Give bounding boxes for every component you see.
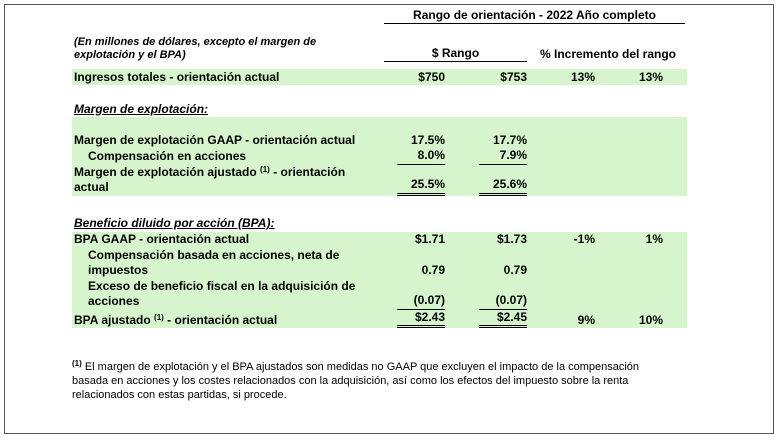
value: $2.45 — [479, 310, 527, 328]
value: $1.73 — [447, 231, 529, 248]
label-text: - orientación actual — [74, 164, 346, 195]
value: 25.6% — [479, 177, 527, 196]
range-title: Rango de orientación - 2022 Año completo — [384, 8, 685, 24]
value: 17.5% — [382, 117, 447, 148]
frame — [4, 4, 774, 434]
label-text: BPA ajustado — [74, 312, 151, 327]
section-heading: Beneficio diluido por acción (BPA): — [74, 216, 275, 230]
footnote-text: El margen de explotación y el BPA ajusta… — [72, 361, 640, 401]
row-label: Margen de explotación GAAP - orientación… — [72, 117, 382, 148]
value: (0.07) — [397, 293, 445, 310]
pct-label: % Incremento del rango — [539, 46, 677, 61]
value: (0.07) — [479, 293, 527, 310]
row-label: Compensación en acciones — [72, 148, 382, 165]
row-label: Compensación basada en acciones, neta de… — [72, 247, 382, 279]
value: 7.9% — [479, 148, 527, 165]
value: 0.79 — [447, 247, 529, 279]
value: 13% — [597, 69, 687, 85]
note-ref: (1) — [260, 164, 270, 174]
row-label: Margen de explotación ajustado (1) - ori… — [72, 164, 382, 196]
value: 0.79 — [382, 247, 447, 279]
value: 1% — [597, 231, 687, 248]
value: $750 — [382, 69, 447, 85]
label-text: Margen de explotación ajustado — [74, 164, 257, 179]
value: 8.0% — [397, 148, 445, 165]
value: 17.7% — [447, 117, 529, 148]
row-label: BPA ajustado (1) - orientación actual — [72, 309, 382, 328]
value: 9% — [529, 309, 597, 328]
value: $753 — [447, 69, 529, 85]
units-note: (En millones de dólares, excepto el marg… — [74, 36, 317, 61]
value: -1% — [529, 231, 597, 248]
note-ref: (1) — [154, 312, 164, 322]
note-ref: (1) — [72, 359, 82, 368]
value: 13% — [529, 69, 597, 85]
value: 25.5% — [397, 177, 445, 196]
label-text: - orientación actual — [167, 312, 278, 327]
row-label: BPA GAAP - orientación actual — [72, 231, 382, 248]
section-heading: Margen de explotación: — [74, 101, 209, 116]
value: $1.71 — [382, 231, 447, 248]
value: 10% — [597, 309, 687, 328]
value: $2.43 — [397, 310, 445, 328]
row-label: Ingresos totales - orientación actual — [72, 69, 382, 85]
footnote: (1) El margen de explotación y el BPA aj… — [72, 360, 672, 402]
row-label: Exceso de beneficio fiscal en la adquisi… — [72, 278, 382, 310]
range-label: $ Rango — [384, 46, 527, 62]
guidance-table: Rango de orientación - 2022 Año completo… — [72, 7, 687, 328]
